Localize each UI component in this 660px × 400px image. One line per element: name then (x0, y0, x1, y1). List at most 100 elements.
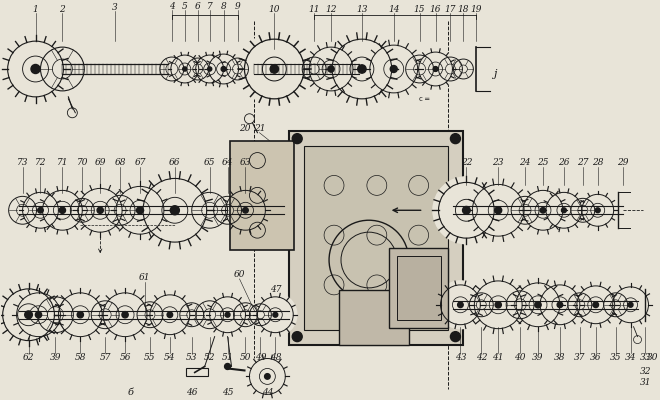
Circle shape (265, 374, 270, 379)
Circle shape (137, 172, 213, 248)
Text: 48: 48 (269, 353, 281, 362)
Text: 68: 68 (114, 158, 126, 167)
Text: 31: 31 (640, 378, 651, 387)
Circle shape (292, 332, 302, 342)
Circle shape (104, 195, 136, 226)
Circle shape (512, 278, 564, 331)
Text: 30: 30 (647, 353, 658, 362)
Text: 50: 50 (240, 353, 251, 362)
Text: 7: 7 (207, 2, 213, 11)
Circle shape (222, 186, 269, 234)
Circle shape (328, 66, 334, 72)
Circle shape (469, 276, 527, 334)
Text: 40: 40 (514, 353, 526, 362)
Circle shape (137, 301, 164, 328)
Circle shape (595, 208, 600, 213)
Text: 61: 61 (139, 274, 150, 282)
Text: 1: 1 (32, 5, 38, 14)
Text: 69: 69 (94, 158, 106, 167)
Circle shape (254, 293, 297, 336)
Text: 25: 25 (537, 158, 548, 167)
Circle shape (562, 208, 566, 213)
Text: 41: 41 (492, 353, 504, 362)
Text: 38: 38 (554, 353, 566, 362)
Circle shape (193, 52, 226, 86)
Text: 46: 46 (186, 388, 197, 397)
Circle shape (579, 191, 617, 229)
Circle shape (213, 196, 242, 225)
Circle shape (168, 52, 201, 86)
Circle shape (90, 300, 120, 329)
Circle shape (206, 51, 242, 87)
Text: 24: 24 (519, 158, 531, 167)
Text: 4: 4 (169, 2, 175, 11)
Text: 29: 29 (617, 158, 628, 167)
Text: 65: 65 (204, 158, 215, 167)
Text: 58: 58 (75, 353, 86, 362)
Text: 33: 33 (640, 353, 651, 362)
Circle shape (191, 192, 228, 229)
Circle shape (31, 64, 40, 74)
Circle shape (463, 206, 470, 214)
Text: c ═: c ═ (418, 96, 429, 102)
Circle shape (221, 66, 226, 72)
Circle shape (24, 311, 32, 318)
Circle shape (467, 179, 529, 241)
Text: 56: 56 (119, 353, 131, 362)
Circle shape (568, 292, 593, 317)
Circle shape (469, 292, 494, 317)
Text: 5: 5 (182, 2, 187, 11)
Circle shape (273, 312, 278, 317)
Text: 55: 55 (144, 353, 156, 362)
Circle shape (573, 282, 618, 328)
Circle shape (226, 58, 249, 80)
Bar (289, 131, 463, 344)
Text: 54: 54 (164, 353, 176, 362)
Circle shape (224, 364, 230, 370)
Circle shape (183, 67, 187, 71)
Bar (389, 248, 448, 328)
Bar (230, 141, 294, 250)
Circle shape (390, 66, 397, 72)
Circle shape (541, 208, 546, 213)
Circle shape (603, 292, 628, 317)
Text: 14: 14 (388, 5, 399, 14)
Circle shape (2, 36, 69, 102)
Circle shape (510, 196, 540, 225)
Circle shape (36, 296, 74, 334)
Text: 22: 22 (461, 158, 472, 167)
Circle shape (535, 302, 541, 308)
Circle shape (495, 207, 502, 214)
Text: 51: 51 (222, 353, 234, 362)
Text: 8: 8 (220, 2, 226, 11)
Circle shape (457, 302, 463, 308)
Text: 42: 42 (476, 353, 487, 362)
Circle shape (40, 46, 85, 92)
Text: 6: 6 (195, 2, 201, 11)
Circle shape (270, 65, 279, 73)
Circle shape (112, 182, 169, 239)
Circle shape (137, 207, 143, 214)
Text: 64: 64 (222, 158, 234, 167)
Text: 2: 2 (59, 5, 65, 14)
Text: 9: 9 (235, 2, 240, 11)
Text: 39: 39 (532, 353, 544, 362)
Text: 67: 67 (134, 158, 146, 167)
Circle shape (365, 40, 422, 98)
Circle shape (536, 281, 584, 329)
Circle shape (38, 186, 86, 234)
Text: 28: 28 (592, 158, 603, 167)
Bar (304, 146, 448, 330)
Circle shape (453, 58, 474, 80)
Circle shape (77, 312, 83, 318)
Circle shape (495, 302, 502, 308)
Circle shape (415, 49, 456, 89)
Text: 11: 11 (308, 5, 320, 14)
Text: 72: 72 (35, 158, 46, 167)
Circle shape (19, 189, 62, 232)
Text: 45: 45 (222, 388, 234, 397)
Circle shape (8, 196, 37, 225)
Text: 57: 57 (100, 353, 111, 362)
Text: 44: 44 (261, 388, 273, 397)
Text: 53: 53 (186, 353, 197, 362)
